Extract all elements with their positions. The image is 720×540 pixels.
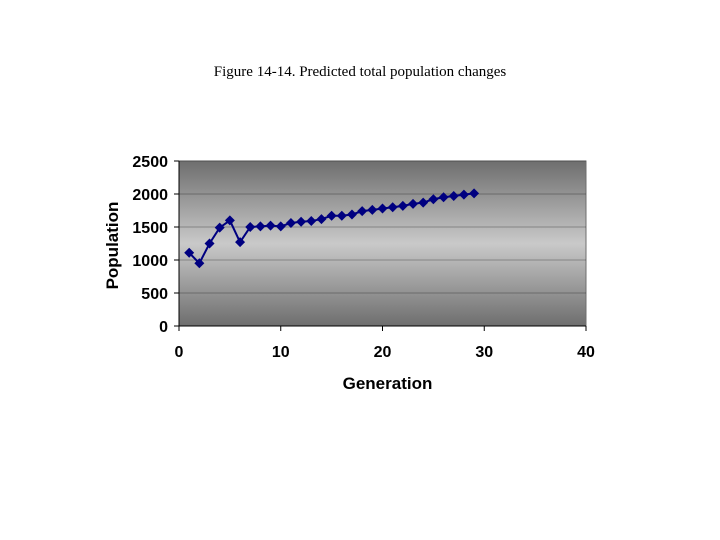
y-axis-title: Population bbox=[103, 202, 122, 290]
data-point-26 bbox=[438, 192, 449, 203]
data-point-4 bbox=[214, 222, 225, 233]
data-point-12 bbox=[296, 216, 307, 227]
data-point-21 bbox=[387, 202, 398, 213]
y-tick-label-1500: 1500 bbox=[132, 220, 168, 237]
data-point-25 bbox=[428, 194, 439, 205]
data-point-1 bbox=[184, 247, 195, 258]
y-tick-label-500: 500 bbox=[141, 286, 168, 303]
data-point-8 bbox=[255, 221, 266, 232]
data-point-15 bbox=[326, 210, 337, 221]
data-point-24 bbox=[418, 197, 429, 208]
y-tick-label-1000: 1000 bbox=[132, 253, 168, 270]
data-point-22 bbox=[397, 200, 408, 211]
figure-caption: Figure 14-14. Predicted total population… bbox=[213, 64, 507, 80]
x-tick-label-10: 10 bbox=[272, 344, 290, 361]
data-point-6 bbox=[235, 237, 246, 248]
data-point-3 bbox=[204, 238, 215, 249]
data-point-17 bbox=[346, 209, 357, 220]
data-point-29 bbox=[469, 188, 480, 199]
data-point-11 bbox=[285, 218, 296, 229]
x-axis-title: Generation bbox=[343, 374, 433, 393]
y-tick-label-2500: 2500 bbox=[132, 154, 168, 171]
data-point-16 bbox=[336, 210, 347, 221]
data-point-13 bbox=[306, 216, 317, 227]
y-tick-label-0: 0 bbox=[159, 319, 168, 336]
data-point-7 bbox=[245, 222, 256, 232]
data-point-19 bbox=[367, 204, 378, 215]
data-point-9 bbox=[265, 220, 276, 231]
x-tick-label-40: 40 bbox=[577, 344, 595, 361]
x-tick-label-20: 20 bbox=[374, 344, 392, 361]
plot-area bbox=[178, 160, 587, 327]
data-point-23 bbox=[408, 198, 419, 209]
data-point-27 bbox=[448, 190, 459, 201]
data-point-14 bbox=[316, 214, 327, 225]
data-point-18 bbox=[357, 206, 368, 217]
data-point-2 bbox=[194, 258, 205, 269]
x-tick-label-0: 0 bbox=[175, 344, 184, 361]
data-point-10 bbox=[275, 221, 286, 232]
data-point-28 bbox=[458, 189, 469, 200]
y-tick-label-2000: 2000 bbox=[132, 187, 168, 204]
x-tick-label-30: 30 bbox=[475, 344, 493, 361]
data-point-5 bbox=[224, 215, 235, 226]
data-point-20 bbox=[377, 203, 388, 214]
